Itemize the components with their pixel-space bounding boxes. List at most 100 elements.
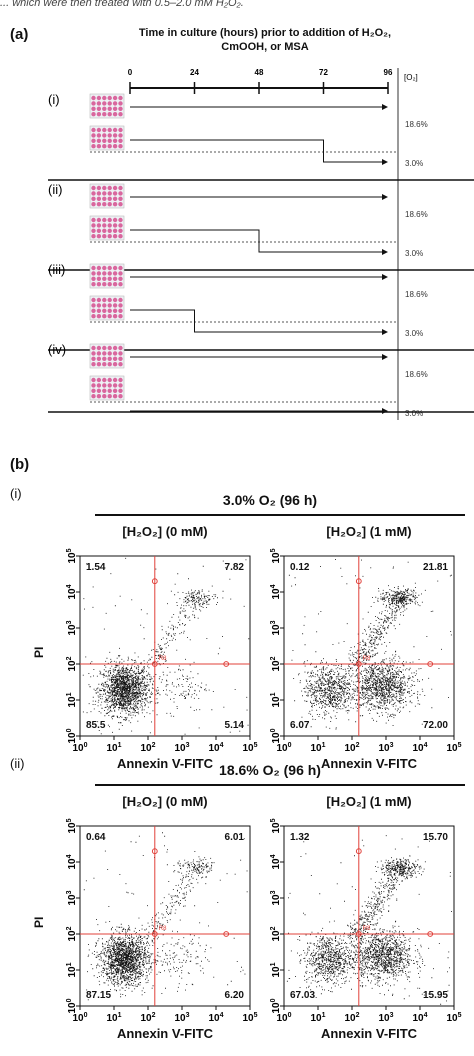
well [112, 308, 118, 313]
y-tick-label: 104 [66, 854, 78, 869]
group-2: (ii) 18.6% 3.0% [48, 182, 474, 271]
well [96, 308, 102, 313]
group-4-o2-bottom: 3.0% [405, 409, 423, 418]
well [96, 191, 102, 196]
well [112, 138, 118, 143]
well [112, 282, 118, 287]
well [107, 394, 112, 399]
well [112, 133, 118, 138]
well [91, 356, 96, 361]
gate-handle [427, 661, 434, 667]
well [96, 196, 102, 201]
well [91, 138, 96, 143]
quadrant-lr-value: 6.20 [224, 990, 244, 1001]
y-tick-label: 104 [270, 854, 282, 869]
well [112, 144, 118, 149]
well [91, 282, 96, 287]
well [112, 223, 118, 228]
well [96, 138, 102, 143]
well [96, 394, 102, 399]
arrowhead [382, 408, 388, 414]
well [96, 383, 102, 388]
well [91, 196, 96, 201]
well [112, 127, 118, 133]
arrowhead [382, 104, 388, 110]
well [102, 95, 107, 101]
well [107, 345, 112, 351]
well [91, 383, 96, 388]
well-plate [89, 295, 125, 321]
quadrant-ll-value: 87.15 [86, 990, 112, 1001]
well [118, 297, 123, 303]
flow-row-2-plot-2-title: [H₂O₂] (1 mM) [326, 794, 412, 809]
y-tick-label: 102 [270, 656, 282, 671]
x-tick-label: 103 [378, 742, 393, 754]
y-tick-label: 105 [270, 818, 282, 833]
well [102, 282, 107, 287]
plot-frame [79, 555, 251, 737]
well [107, 362, 112, 367]
y-tick-label: 100 [270, 998, 282, 1013]
well [118, 217, 123, 223]
well [91, 388, 96, 393]
well [91, 303, 96, 308]
well [102, 271, 107, 276]
well [118, 112, 123, 117]
flow-row-1-label: (i) [10, 486, 22, 501]
group-4: (iv) 18.6% 3.0% [48, 342, 428, 418]
quadrant-lr-value: 5.14 [224, 720, 244, 731]
well [96, 265, 102, 271]
well [112, 217, 118, 223]
well [91, 127, 96, 133]
culture-timeline-diagram: 0 24 48 72 96 [O₂](i)18.6%3.0%(ii)18.6%3.0%(… [48, 68, 474, 420]
flow-row-1-plot-1-title: [H₂O₂] (0 mM) [122, 524, 208, 539]
well [102, 388, 107, 393]
well [96, 234, 102, 239]
well [118, 228, 123, 233]
well [107, 138, 112, 143]
well [107, 308, 112, 313]
well-plate [89, 343, 125, 369]
gate-handle [223, 661, 230, 667]
well [102, 314, 107, 319]
well [118, 101, 123, 106]
gate-handle [355, 578, 362, 585]
gate-handle [355, 931, 362, 937]
well [107, 106, 112, 111]
timeline-tick-label: 0 [128, 68, 133, 77]
timeline-tick-label: 96 [384, 68, 393, 77]
well [118, 196, 123, 201]
well [112, 196, 118, 201]
well [112, 234, 118, 239]
well [91, 191, 96, 196]
well [118, 144, 123, 149]
timeline-tick-label: 72 [319, 68, 328, 77]
x-axis-label: Annexin V-FITC [320, 756, 418, 771]
group-1-o2-top: 18.6% [405, 120, 428, 129]
y-tick-label: 105 [270, 548, 282, 563]
well [91, 297, 96, 303]
well [96, 112, 102, 117]
timeline-tick-label: 24 [190, 68, 199, 77]
gate-handle [355, 848, 362, 855]
well [112, 394, 118, 399]
well [107, 303, 112, 308]
flow-row-2-label: (ii) [10, 756, 25, 771]
event-dots [82, 557, 250, 735]
well [112, 362, 118, 367]
well [91, 351, 96, 356]
x-tick-label: 103 [174, 1012, 189, 1024]
well [102, 356, 107, 361]
well [96, 377, 102, 383]
well [112, 383, 118, 388]
event-dots [286, 835, 452, 1005]
x-tick-label: 102 [344, 742, 359, 754]
group-3-label: (iii) [48, 262, 65, 277]
well [118, 388, 123, 393]
well [118, 95, 123, 101]
well [107, 271, 112, 276]
well [118, 394, 123, 399]
well [118, 308, 123, 313]
well [96, 106, 102, 111]
